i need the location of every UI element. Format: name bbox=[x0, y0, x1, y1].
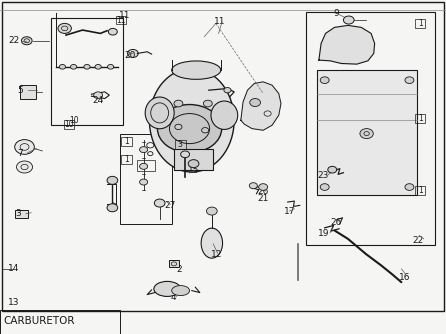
Bar bbox=[116, 16, 126, 24]
Bar bbox=[120, 134, 172, 224]
Circle shape bbox=[107, 204, 118, 212]
Bar bbox=[415, 114, 425, 123]
Circle shape bbox=[188, 160, 199, 168]
Ellipse shape bbox=[172, 61, 221, 79]
Text: 17: 17 bbox=[284, 207, 295, 215]
Bar bbox=[317, 70, 417, 195]
Bar bbox=[0, 310, 120, 334]
Bar bbox=[20, 85, 36, 99]
Circle shape bbox=[343, 16, 354, 24]
Text: 22: 22 bbox=[8, 36, 19, 44]
Bar bbox=[121, 155, 132, 164]
Bar bbox=[121, 137, 132, 146]
Circle shape bbox=[224, 88, 231, 93]
Circle shape bbox=[249, 183, 257, 189]
Text: 22: 22 bbox=[413, 236, 424, 245]
Bar bbox=[137, 160, 155, 171]
Circle shape bbox=[21, 37, 32, 45]
Text: 10: 10 bbox=[69, 116, 79, 125]
Circle shape bbox=[405, 77, 414, 84]
Circle shape bbox=[15, 140, 34, 154]
Text: 26: 26 bbox=[330, 218, 342, 226]
Circle shape bbox=[157, 105, 222, 153]
Text: 3: 3 bbox=[15, 209, 21, 218]
Circle shape bbox=[95, 64, 101, 69]
Circle shape bbox=[140, 147, 148, 153]
Text: 1: 1 bbox=[124, 155, 129, 164]
Text: 2: 2 bbox=[177, 266, 182, 274]
Text: 5: 5 bbox=[17, 86, 23, 95]
Text: 19: 19 bbox=[318, 229, 329, 238]
Circle shape bbox=[328, 166, 337, 173]
Text: 11: 11 bbox=[214, 17, 226, 26]
Circle shape bbox=[320, 77, 329, 84]
Bar bbox=[15, 210, 28, 218]
Circle shape bbox=[206, 207, 217, 215]
Circle shape bbox=[84, 64, 90, 69]
Bar bbox=[51, 18, 123, 125]
Text: 20: 20 bbox=[124, 51, 136, 59]
Text: 11: 11 bbox=[116, 16, 126, 24]
Text: 15: 15 bbox=[188, 166, 200, 175]
Polygon shape bbox=[319, 25, 375, 64]
Circle shape bbox=[181, 151, 190, 158]
Circle shape bbox=[259, 184, 268, 190]
Bar bbox=[175, 140, 186, 149]
Circle shape bbox=[174, 100, 183, 107]
Circle shape bbox=[17, 161, 33, 173]
Circle shape bbox=[59, 64, 66, 69]
Ellipse shape bbox=[211, 101, 238, 129]
Text: 21: 21 bbox=[258, 194, 269, 203]
Text: 14: 14 bbox=[8, 265, 20, 273]
Bar bbox=[169, 260, 179, 267]
Circle shape bbox=[154, 199, 165, 207]
Circle shape bbox=[94, 92, 103, 99]
Text: 12: 12 bbox=[211, 250, 222, 259]
Circle shape bbox=[128, 49, 138, 57]
Polygon shape bbox=[241, 82, 281, 130]
Circle shape bbox=[175, 124, 182, 130]
Text: 9: 9 bbox=[334, 9, 339, 18]
Circle shape bbox=[405, 184, 414, 190]
Text: 1: 1 bbox=[418, 114, 422, 123]
Text: 1: 1 bbox=[124, 137, 129, 146]
Text: 16: 16 bbox=[399, 273, 411, 282]
Ellipse shape bbox=[145, 97, 174, 129]
Circle shape bbox=[107, 176, 118, 184]
Text: 3: 3 bbox=[178, 140, 182, 149]
Bar bbox=[64, 120, 74, 129]
Bar bbox=[174, 149, 213, 170]
Text: 23: 23 bbox=[318, 171, 329, 180]
Text: 7: 7 bbox=[17, 149, 23, 158]
Circle shape bbox=[107, 64, 114, 69]
Circle shape bbox=[70, 64, 77, 69]
Ellipse shape bbox=[172, 286, 190, 296]
Bar bbox=[415, 186, 425, 195]
Text: 1: 1 bbox=[418, 19, 422, 28]
Circle shape bbox=[140, 179, 148, 185]
Circle shape bbox=[320, 184, 329, 190]
Ellipse shape bbox=[149, 68, 234, 172]
Text: 4: 4 bbox=[170, 294, 176, 302]
Text: 27: 27 bbox=[164, 201, 176, 210]
Text: 24: 24 bbox=[93, 96, 104, 105]
Circle shape bbox=[140, 163, 148, 169]
Text: CARBURETOR: CARBURETOR bbox=[4, 316, 75, 326]
Circle shape bbox=[58, 23, 71, 33]
Text: 26: 26 bbox=[258, 187, 269, 195]
Ellipse shape bbox=[154, 281, 181, 297]
Bar bbox=[415, 19, 425, 28]
Text: 11: 11 bbox=[119, 11, 131, 19]
Text: 1: 1 bbox=[418, 186, 422, 195]
Circle shape bbox=[203, 100, 212, 107]
Text: 10: 10 bbox=[64, 120, 74, 129]
Circle shape bbox=[108, 28, 117, 35]
Text: 13: 13 bbox=[8, 298, 20, 307]
Circle shape bbox=[202, 128, 209, 133]
Ellipse shape bbox=[201, 228, 223, 258]
Text: 6: 6 bbox=[110, 203, 116, 211]
Circle shape bbox=[360, 129, 373, 139]
Bar bbox=[306, 12, 435, 245]
Circle shape bbox=[250, 99, 260, 107]
